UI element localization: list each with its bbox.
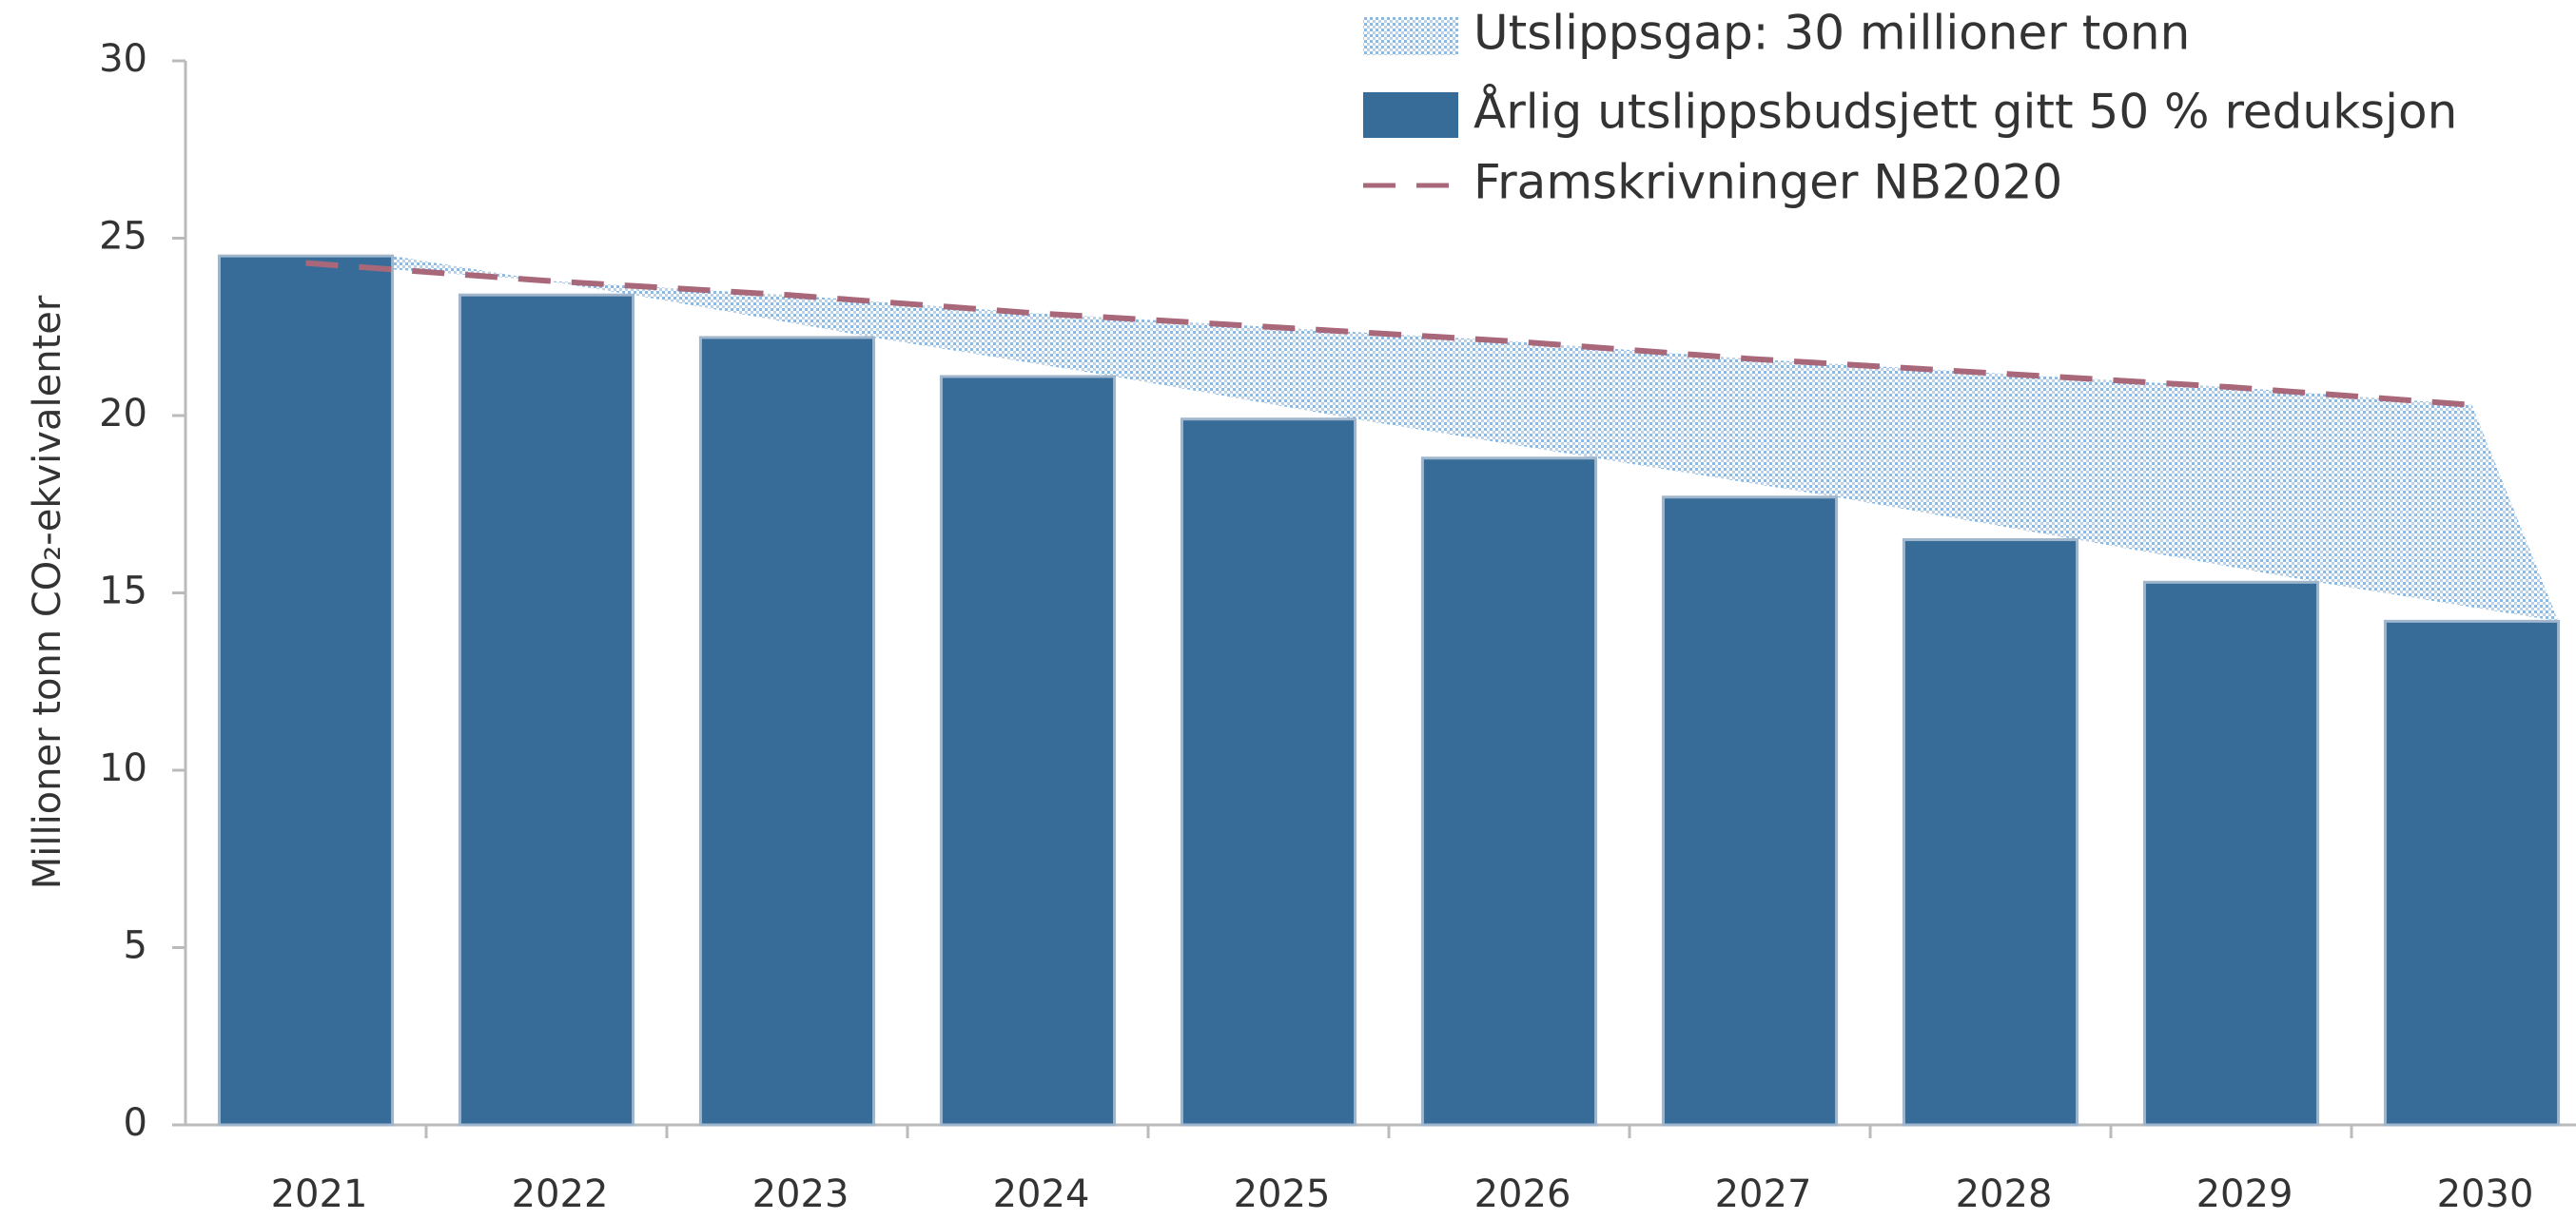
legend-swatch <box>1363 17 1458 55</box>
bar <box>2142 580 2320 1127</box>
legend-label: Årlig utslippsbudsjett gitt 50 % reduksj… <box>1473 85 2457 140</box>
bar <box>1661 495 1839 1127</box>
x-tick-label: 2030 <box>2437 1172 2534 1216</box>
x-tick-label: 2026 <box>1474 1172 1571 1216</box>
gap-area <box>305 256 2559 622</box>
y-tick-label: 25 <box>99 215 147 259</box>
x-tick-label: 2023 <box>752 1172 849 1216</box>
bar <box>1180 417 1357 1127</box>
bar <box>217 254 395 1127</box>
x-tick-label: 2025 <box>1234 1172 1331 1216</box>
y-axis-title: Millioner tonn CO₂-ekvivalenter <box>26 295 69 889</box>
bar <box>939 375 1117 1127</box>
legend-swatch <box>1363 92 1458 138</box>
bar <box>1902 538 2079 1127</box>
y-tick-label: 15 <box>99 570 147 613</box>
x-tick-label: 2022 <box>512 1172 609 1216</box>
y-tick-label: 20 <box>99 392 147 436</box>
y-tick-label: 30 <box>99 37 147 81</box>
bar <box>2383 619 2561 1127</box>
x-tick-label: 2028 <box>1956 1172 2053 1216</box>
bar <box>458 293 635 1127</box>
bar <box>698 336 876 1127</box>
y-tick-label: 5 <box>124 924 147 968</box>
x-tick-label: 2027 <box>1715 1172 1812 1216</box>
legend-label: Utslippsgap: 30 millioner tonn <box>1473 6 2190 61</box>
bar <box>1420 456 1598 1127</box>
legend-label: Framskrivninger NB2020 <box>1473 155 2062 210</box>
y-tick-label: 0 <box>124 1101 147 1145</box>
x-tick-label: 2021 <box>271 1172 368 1216</box>
projection-line <box>305 260 2472 408</box>
x-tick-label: 2029 <box>2196 1172 2293 1216</box>
x-tick-label: 2024 <box>993 1172 1090 1216</box>
y-tick-label: 10 <box>99 746 147 790</box>
